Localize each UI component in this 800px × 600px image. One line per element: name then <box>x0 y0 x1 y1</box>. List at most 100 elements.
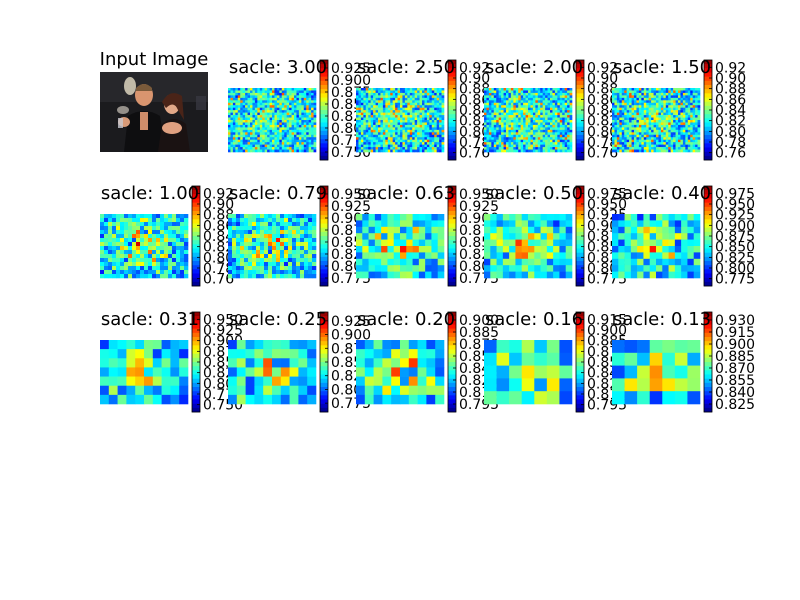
heatmap-cell <box>565 220 573 228</box>
heatmap-cell <box>279 88 283 91</box>
heatmap-cell <box>569 120 573 123</box>
heatmap-cell <box>232 132 236 136</box>
heatmap-cell <box>252 230 257 235</box>
heatmap-cell <box>375 100 379 104</box>
heatmap-cell <box>298 144 302 148</box>
heatmap-cell <box>144 230 149 235</box>
heatmap-cell <box>385 100 389 104</box>
heatmap-cell <box>663 100 667 104</box>
heatmap-cell <box>244 214 249 219</box>
heatmap-cell <box>400 142 403 145</box>
heatmap-cell <box>547 147 551 150</box>
colorbar-segment <box>320 206 328 212</box>
heatmap-cell <box>636 88 640 91</box>
heatmap-cell <box>658 134 662 138</box>
heatmap-cell <box>363 90 367 94</box>
heatmap-cell <box>112 242 117 247</box>
heatmap-cell <box>673 134 676 138</box>
heatmap-cell <box>567 142 570 145</box>
heatmap-cell <box>419 120 423 123</box>
heatmap-cell <box>530 117 534 121</box>
heatmap-cell <box>180 230 185 235</box>
heatmap-cell <box>528 92 531 96</box>
heatmap-cell <box>501 102 504 106</box>
heatmap-cell <box>160 242 165 247</box>
heatmap-cell <box>418 252 426 260</box>
heatmap-cell <box>292 226 297 231</box>
heatmap-cell <box>128 214 133 219</box>
heatmap-cell <box>387 144 391 148</box>
heatmap-cell <box>267 122 270 126</box>
heatmap-cell <box>619 92 623 96</box>
heatmap-cell <box>257 124 261 128</box>
heatmap-cell <box>663 142 667 145</box>
heatmap-cell <box>658 144 662 148</box>
heatmap-cell <box>675 122 679 126</box>
colorbar-segment <box>448 281 456 287</box>
heatmap-cell <box>422 139 425 143</box>
heatmap-cell <box>493 117 497 121</box>
heatmap-cell <box>426 124 430 128</box>
heatmap-cell <box>675 92 679 96</box>
heatmap-cell <box>520 92 524 96</box>
heatmap-cell <box>363 115 367 118</box>
colorbar-tick-label: 0.84 <box>203 229 234 245</box>
heatmap-cell <box>646 144 649 148</box>
heatmap-cell <box>535 105 539 108</box>
colorbar-segment <box>448 252 456 258</box>
heatmap-cell <box>528 97 531 101</box>
heatmap-cell <box>631 132 635 136</box>
heatmap-cell <box>409 129 413 133</box>
heatmap-cell <box>276 117 280 121</box>
heatmap-cell <box>646 90 649 94</box>
heatmap-cell <box>557 129 561 133</box>
heatmap-cell <box>380 124 384 128</box>
heatmap-cell <box>395 120 398 123</box>
heatmap-cell <box>260 242 265 247</box>
heatmap-cell <box>530 149 534 153</box>
heatmap-cell <box>641 134 645 138</box>
heatmap-cell <box>697 117 701 121</box>
heatmap-cell <box>240 129 243 133</box>
heatmap-cell <box>164 258 169 263</box>
heatmap-cell <box>687 107 691 111</box>
heatmap-cell <box>528 107 531 111</box>
heatmap-cell <box>528 149 531 153</box>
heatmap-cell <box>248 226 253 231</box>
heatmap-cell <box>496 137 499 140</box>
heatmap-cell <box>152 238 157 243</box>
heatmap-cell <box>565 233 573 240</box>
heatmap-cell <box>363 112 367 116</box>
heatmap-cell <box>257 120 261 123</box>
colorbar-tick-label: 0.925 <box>459 199 499 215</box>
heatmap-cell <box>156 270 161 275</box>
heatmap-cell <box>491 117 495 121</box>
heatmap-cell <box>417 134 420 138</box>
heatmap-cell <box>236 238 241 243</box>
heatmap-cell <box>230 134 234 138</box>
heatmap-cell <box>547 100 551 104</box>
heatmap-cell <box>392 129 396 133</box>
heatmap-cell <box>300 270 305 275</box>
heatmap-cell <box>626 112 630 116</box>
heatmap-cell <box>567 137 570 140</box>
heatmap-cell <box>312 274 317 279</box>
heatmap-cell <box>638 102 642 106</box>
colorbar-segment <box>448 72 456 77</box>
heatmap-cell <box>397 137 401 140</box>
heatmap-cell <box>380 102 384 106</box>
heatmap-cell <box>247 120 251 123</box>
heatmap-cell <box>303 132 307 136</box>
heatmap-cell <box>638 132 642 136</box>
heatmap-cell <box>284 124 287 128</box>
heatmap-cell <box>264 137 268 140</box>
heatmap-cell <box>232 230 237 235</box>
heatmap-cell <box>518 144 521 148</box>
heatmap-cell <box>281 107 285 111</box>
heatmap-cell <box>559 127 563 131</box>
heatmap-cell <box>692 129 696 133</box>
heatmap-cell <box>567 88 570 91</box>
heatmap-cell <box>614 129 618 133</box>
heatmap-cell <box>267 124 270 128</box>
heatmap-cell <box>567 110 570 113</box>
